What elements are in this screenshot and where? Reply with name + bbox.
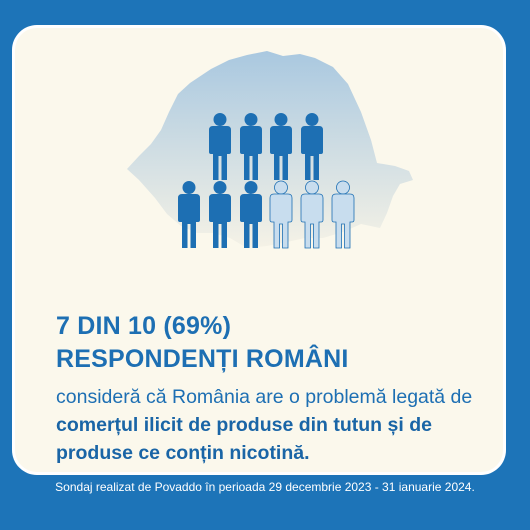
person-icon-highlighted — [301, 113, 323, 180]
person-icon — [331, 180, 355, 249]
person-icon-highlighted — [270, 113, 292, 180]
description-emphasis-1: comerțul ilicit de produse din tutun și … — [56, 414, 432, 436]
headline: 7 DIN 10 (69%) RESPONDENȚI ROMÂNI — [56, 310, 349, 376]
person-icon-highlighted — [240, 181, 262, 248]
people-icon-grid — [178, 113, 355, 249]
person-icon-highlighted — [209, 113, 231, 180]
stat-value: 7 DIN 10 (69%) — [56, 312, 232, 340]
person-icon — [269, 180, 293, 249]
person-icon-highlighted — [178, 181, 200, 248]
survey-source-footer: Sondaj realizat de Povaddo în perioada 2… — [55, 480, 475, 494]
description-lead: consideră că România are o problemă lega… — [56, 386, 473, 408]
person-icon — [300, 180, 324, 249]
description: consideră că România are o problemă lega… — [56, 383, 516, 467]
infographic-card: 7 DIN 10 (69%) RESPONDENȚI ROMÂNI consid… — [15, 28, 503, 472]
person-icon-highlighted — [209, 181, 231, 248]
person-icon-highlighted — [240, 113, 262, 180]
description-emphasis-2: produse ce conțin nicotină. — [56, 442, 310, 464]
stat-subject: RESPONDENȚI ROMÂNI — [56, 345, 349, 373]
illustration — [127, 51, 413, 249]
